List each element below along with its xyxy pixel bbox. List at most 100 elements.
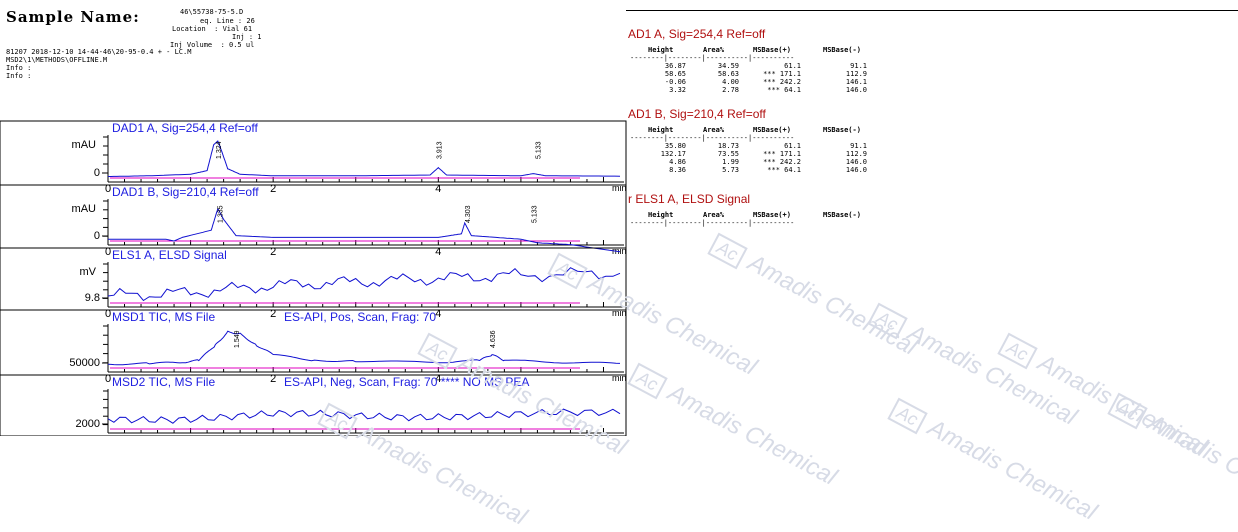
x-tick-label: 2	[270, 183, 276, 195]
peak-label: 4.303	[465, 205, 472, 223]
panel-border	[0, 374, 627, 436]
x-tick-label: 4	[435, 373, 441, 385]
table-column-header: Area%	[703, 126, 725, 134]
table-cell: -0.06	[664, 78, 686, 86]
table-cell: 112.9	[845, 150, 867, 158]
table-cell: *** 64.1	[767, 166, 801, 174]
x-tick-label: 2	[270, 434, 276, 436]
table-cell: 146.0	[845, 158, 867, 166]
top-rule	[626, 10, 1238, 11]
info-2: Info :	[6, 72, 32, 80]
table-title: AD1 B, Sig=210,4 Ref=off	[628, 107, 766, 121]
table-cell: 4.86	[669, 158, 686, 166]
x-axis-label: min	[612, 308, 627, 318]
y-tick-label: 0	[94, 167, 100, 179]
table-title: r ELS1 A, ELSD Signal	[628, 192, 751, 206]
table-column-header: MSBase(-)	[823, 126, 861, 134]
table-cell: 146.0	[845, 86, 867, 94]
table-column-header: Height	[648, 211, 674, 219]
inj: Inj : 1	[232, 33, 262, 41]
table-cell: 146.1	[845, 78, 867, 86]
table-cell: 61.1	[784, 142, 801, 150]
table-cell: 58.65	[664, 70, 686, 78]
peak-label: 5.133	[531, 205, 538, 223]
y-tick-label: 0	[94, 230, 100, 242]
x-axis-label: min	[612, 434, 627, 436]
table-cell: 8.36	[669, 166, 686, 174]
table-cell: 36.87	[664, 62, 686, 70]
x-tick-label: 4	[435, 246, 441, 258]
peak-label: 4.636	[490, 330, 497, 348]
x-tick-label: 2	[270, 373, 276, 385]
x-axis-label: min	[612, 183, 627, 193]
x-axis-label: min	[612, 373, 627, 383]
table-divider: --------|--------|----------|----------	[630, 219, 795, 227]
table-cell: 61.1	[784, 62, 801, 70]
table-cell: 73.55	[717, 150, 739, 158]
table-column-header: MSBase(+)	[753, 211, 791, 219]
peak-label: 3.913	[436, 141, 443, 159]
chart-panel: MSD1 TIC, MS File ES-API, Pos, Scan, Frag…	[0, 309, 627, 385]
x-tick-label: 2	[270, 308, 276, 320]
table-cell: 112.9	[845, 70, 867, 78]
table-cell: 35.80	[664, 142, 686, 150]
table-cell: 58.63	[717, 70, 739, 78]
x-tick-label: 0	[105, 434, 111, 436]
table-cell: 146.0	[845, 166, 867, 174]
table-cell: *** 242.2	[763, 158, 801, 166]
table-cell: 4.00	[722, 78, 739, 86]
x-tick-label: 4	[435, 183, 441, 195]
y-tick-label: 2000	[76, 418, 100, 430]
method-line: MSD2\1\METHODS\OFFLINE.M	[6, 56, 108, 64]
x-tick-label: 0	[105, 246, 111, 258]
chart-panel: ELS1 A, ELSD Signal mV 9.8 0 2 4 min	[0, 247, 627, 320]
sample-name-label: Sample Name:	[6, 8, 140, 26]
table-title: AD1 A, Sig=254,4 Ref=off	[628, 27, 766, 41]
chart-subtitle: ES-API, Neg, Scan, Frag: 70 **** NO MS P…	[284, 375, 529, 389]
table-divider: --------|--------|----------|----------	[630, 134, 795, 142]
x-tick-label: 0	[105, 308, 111, 320]
peak-label: 1.335	[217, 205, 224, 223]
sample-name-value: 46\55738-75-5.D	[180, 8, 244, 16]
y-axis-label: mAU	[72, 139, 97, 151]
chart-title: DAD1 A, Sig=254,4 Ref=off	[112, 121, 259, 135]
chart-panel: DAD1 A, Sig=254,4 Ref=off mAU 00 2 4 min 1.324…	[0, 120, 627, 195]
table-cell: 3.32	[669, 86, 686, 94]
table-cell: 34.59	[717, 62, 739, 70]
table-column-header: MSBase(+)	[753, 126, 791, 134]
table-cell: 91.1	[850, 62, 867, 70]
table-column-header: MSBase(-)	[823, 46, 861, 54]
seq-line: eq. Line : 26	[200, 17, 255, 25]
chart-panel: MSD2 TIC, MS File ES-API, Neg, Scan, Frag…	[0, 374, 627, 436]
chart-subtitle: ES-API, Pos, Scan, Frag: 70	[284, 310, 436, 324]
x-tick-label: 4	[435, 434, 441, 436]
signal-trace	[107, 267, 621, 302]
x-axis-label: min	[612, 246, 627, 256]
table-cell: *** 171.1	[763, 70, 801, 78]
x-tick-label: 0	[105, 183, 111, 195]
table-cell: *** 242.2	[763, 78, 801, 86]
chart-title: ELS1 A, ELSD Signal	[112, 248, 227, 262]
table-cell: 5.73	[722, 166, 739, 174]
table-divider: --------|--------|----------|----------	[630, 54, 795, 62]
signal-trace	[108, 140, 621, 177]
table-cell: 132.17	[660, 150, 686, 158]
table-column-header: Area%	[703, 46, 725, 54]
inj-volume: Inj Volume : 0.5 ul	[170, 41, 255, 49]
table-column-header: MSBase(-)	[823, 211, 861, 219]
table-cell: 18.73	[717, 142, 739, 150]
chart-title: MSD2 TIC, MS File	[112, 375, 215, 389]
header-block: Sample Name: 46\55738-75-5.D eq. Line : …	[0, 0, 626, 120]
chart-title: MSD1 TIC, MS File	[112, 310, 215, 324]
table-cell: *** 171.1	[763, 150, 801, 158]
x-tick-label: 4	[435, 308, 441, 320]
table-column-header: Area%	[703, 211, 725, 219]
y-axis-label: mV	[80, 266, 97, 278]
signal-trace	[107, 408, 621, 424]
table-column-header: MSBase(+)	[753, 46, 791, 54]
y-tick-label: 9.8	[85, 292, 100, 304]
table-cell: *** 64.1	[767, 86, 801, 94]
x-tick-label: 2	[270, 246, 276, 258]
